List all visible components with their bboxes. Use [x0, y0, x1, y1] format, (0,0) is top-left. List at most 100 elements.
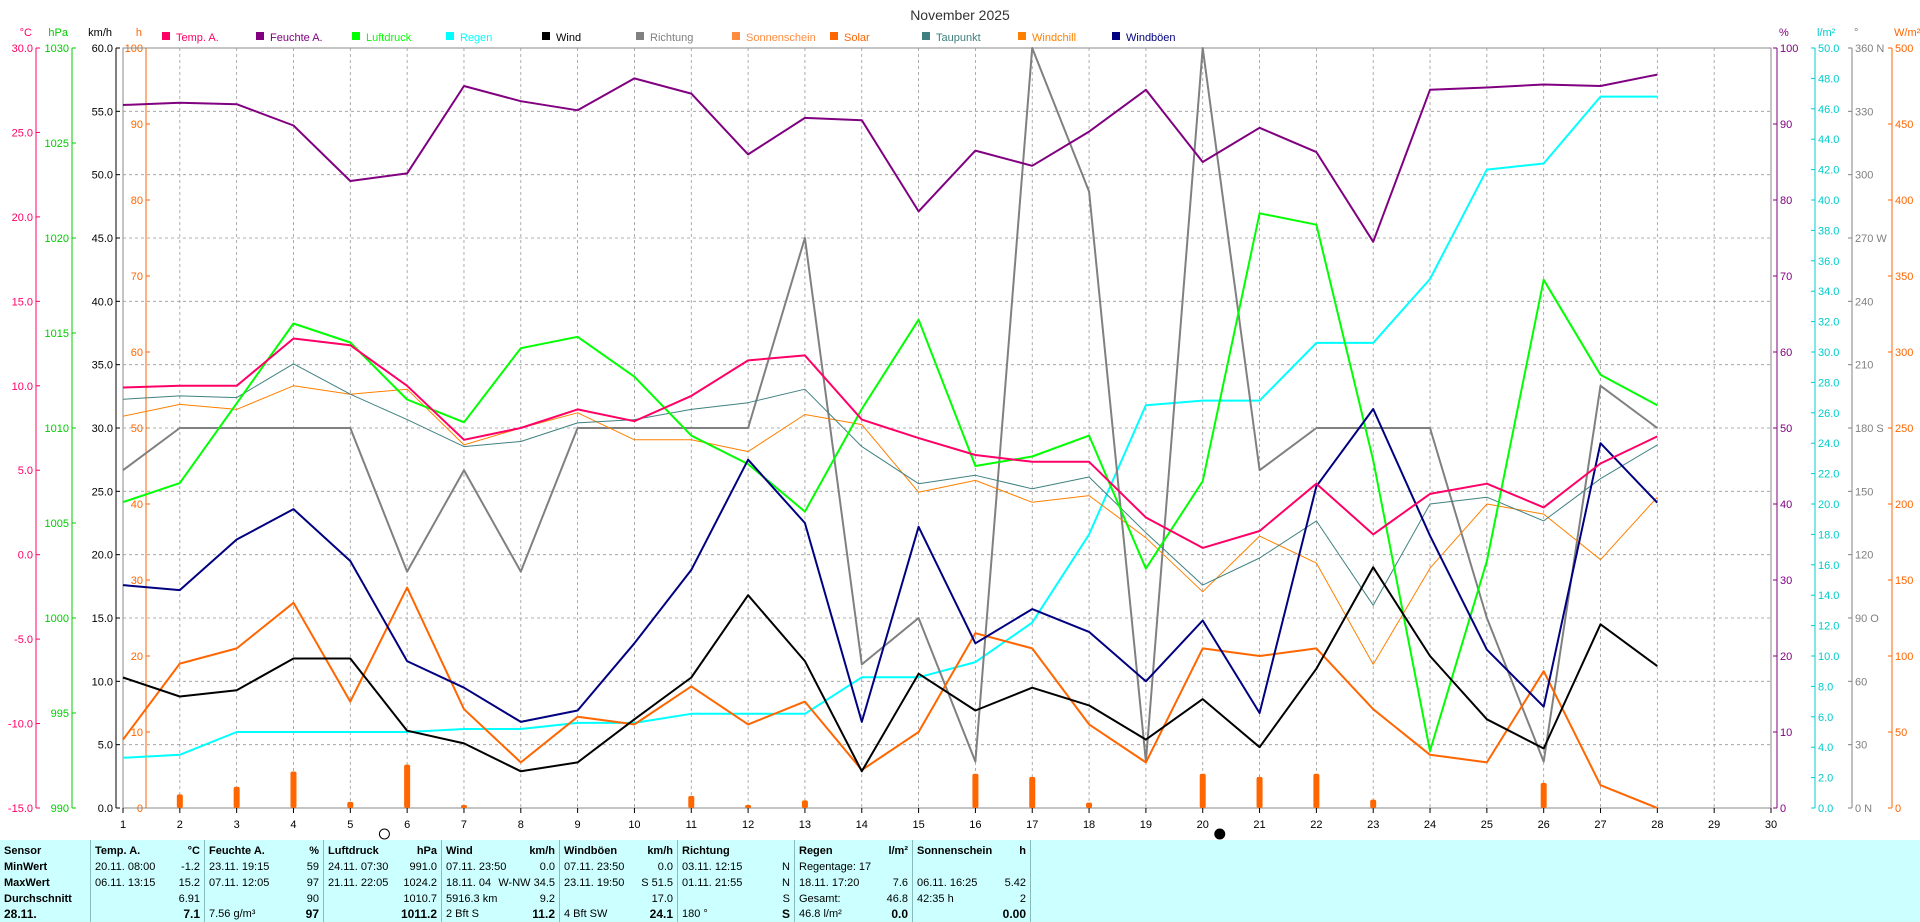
legend-label: Wind: [556, 32, 581, 44]
wind-axis-tick-label: 40.0: [92, 296, 113, 308]
legend-label: Taupunkt: [936, 32, 981, 44]
solar-axis-tick-label: 150: [1895, 575, 1913, 587]
hours-axis-tick-label: 30: [131, 575, 143, 587]
rain-axis-tick-label: 42.0: [1818, 165, 1839, 177]
direction-axis-tick-label: 300: [1855, 170, 1873, 182]
rain-axis-tick-label: 24.0: [1818, 438, 1839, 450]
legend-swatch: [1112, 32, 1120, 40]
x-tick-label: 23: [1367, 819, 1379, 831]
direction-axis-unit: °: [1854, 27, 1858, 39]
rain-axis-tick-label: 40.0: [1818, 195, 1839, 207]
solar-axis-tick-label: 100: [1895, 651, 1913, 663]
solar-axis-tick-label: 250: [1895, 423, 1913, 435]
temp-avg-value: 6.91: [178, 893, 200, 905]
wind-axis-tick-label: 5.0: [98, 740, 113, 752]
hours-axis-tick-label: 40: [131, 499, 143, 511]
x-tick-label: 14: [856, 819, 868, 831]
x-tick-label: 4: [290, 819, 296, 831]
x-tick-label: 22: [1310, 819, 1322, 831]
legend-swatch: [162, 32, 170, 40]
direction-axis-tick-label: 240: [1855, 296, 1873, 308]
grid: [122, 47, 1772, 809]
stats-table: Sensor MinWert MaxWert Durchschnitt 28.1…: [0, 840, 1920, 922]
stats-col-labels: Sensor MinWert MaxWert Durchschnitt 28.1…: [0, 840, 91, 922]
sun-title: Sonnenschein: [917, 845, 993, 857]
series-lines: [122, 47, 1659, 809]
stats-col-wind: Wind km/h 07.11. 23:50 0.0 18.11. 04 W-NW 3…: [442, 840, 560, 922]
x-tick-label: 19: [1140, 819, 1152, 831]
row-label-avg: Durchschnitt: [4, 893, 72, 905]
solar-axis-tick-label: 400: [1895, 195, 1913, 207]
pressure-axis-tick-label: 1000: [45, 613, 69, 625]
hum-max-time: 07.11. 12:05: [209, 877, 270, 889]
rain-axis-tick-label: 44.0: [1818, 134, 1839, 146]
direction-axis-tick-label: 360 N: [1855, 43, 1884, 55]
wind-axis-tick-label: 0.0: [98, 803, 113, 815]
x-tick-label: 7: [461, 819, 467, 831]
press-max-value: 1024.2: [403, 877, 437, 889]
direction-axis-tick-label: 150: [1855, 486, 1873, 498]
wind-max-value: W-NW 34.5: [498, 877, 555, 889]
direction-axis-tick-label: 210: [1855, 360, 1873, 372]
x-tick-label: 6: [404, 819, 410, 831]
wind-unit: km/h: [529, 845, 555, 857]
gust-current-value: 24.1: [649, 907, 673, 921]
rain-axis-tick-label: 26.0: [1818, 408, 1839, 420]
x-tick-label: 17: [1026, 819, 1038, 831]
sunshine-bar: [176, 794, 183, 808]
temp-max-time: 06.11. 13:15: [95, 877, 156, 889]
pressure-axis-tick-label: 1010: [45, 423, 69, 435]
x-tick-label: 10: [628, 819, 640, 831]
hum-avg-value: 90: [306, 893, 319, 905]
temp-axis-tick-label: -5.0: [14, 634, 33, 646]
wind-axis-tick-label: 25.0: [92, 486, 113, 498]
wind-min-time: 07.11. 23:50: [446, 861, 507, 873]
x-tick-label: 18: [1083, 819, 1095, 831]
x-tick-label: 13: [799, 819, 811, 831]
rain-axis-tick-label: 20.0: [1818, 499, 1839, 511]
solar-axis-tick-label: 350: [1895, 271, 1913, 283]
temp-min-time: 20.11. 08:00: [95, 861, 156, 873]
rain-axis-tick-label: 8.0: [1818, 681, 1833, 693]
hours-axis-tick-label: 70: [131, 271, 143, 283]
rain-total-label: Gesamt:: [799, 893, 841, 905]
stats-col-pressure: Luftdruck hPa 24.11. 07:30 991.0 21.11. 22…: [324, 840, 442, 922]
temp-axis-tick-label: 10.0: [12, 381, 33, 393]
x-tick-label: 28: [1651, 819, 1663, 831]
dir-min-time: 03.11. 12:15: [682, 861, 743, 873]
legend-label: Luftdruck: [366, 32, 412, 44]
sunshine-bar: [233, 786, 240, 808]
stats-col-rain: Regen l/m² Regentage: 17 18.11. 17:20 7.6 …: [795, 840, 913, 922]
x-axis: 1 2 3 4 5 6 7 8 9 10 11 12 13 14 15 16 17 18 19 20 21 22 23 24 2…: [120, 808, 1777, 831]
x-tick-label: 9: [575, 819, 581, 831]
humidity-axis-tick-label: 20: [1780, 651, 1792, 663]
rain-max-time: 18.11. 17:20: [799, 877, 860, 889]
gust-unit: km/h: [647, 845, 673, 857]
gust-max-value: S 51.5: [641, 877, 673, 889]
sunshine-bar: [404, 764, 411, 808]
press-title: Luftdruck: [328, 845, 379, 857]
humidity-axis-tick-label: 50: [1780, 423, 1792, 435]
sun-current-value: 0.00: [1002, 907, 1026, 921]
legend-label: Feuchte A.: [270, 32, 323, 44]
sunshine-bar: [1086, 802, 1093, 808]
solar-axis-tick-label: 50: [1895, 727, 1907, 739]
gust-bft: 4 Bft SW: [564, 908, 608, 920]
temp-axis-tick-label: 30.0: [12, 43, 33, 55]
dir-min-value: N: [782, 861, 790, 873]
temp-min-value: -1.2: [181, 861, 200, 873]
legend-label: Regen: [460, 32, 492, 44]
hum-title: Feuchte A.: [209, 845, 265, 857]
legend-swatch: [732, 32, 740, 40]
sunshine-bar: [801, 800, 808, 808]
solar-axis-tick-label: 500: [1895, 43, 1913, 55]
sun-max-value: 5.42: [1004, 877, 1026, 889]
rain-axis-tick-label: 12.0: [1818, 621, 1839, 633]
row-label-current: 28.11.: [4, 907, 37, 921]
pressure-axis-tick-label: 995: [51, 708, 69, 720]
press-unit: hPa: [416, 845, 437, 857]
sunshine-bar: [1199, 773, 1206, 808]
solar-axis-tick-label: 450: [1895, 119, 1913, 131]
rain-axis-tick-label: 22.0: [1818, 469, 1839, 481]
